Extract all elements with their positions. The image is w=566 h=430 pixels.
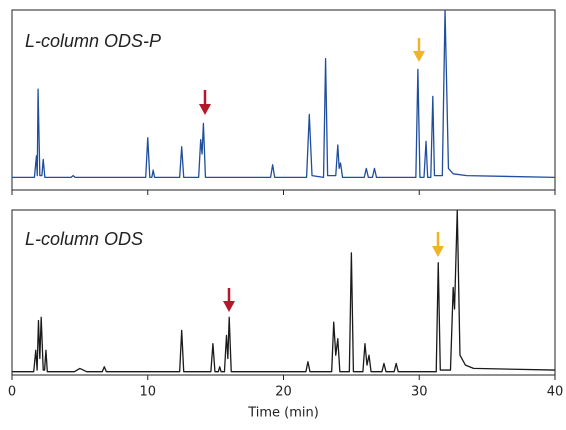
panel-title: L-column ODS xyxy=(25,229,143,249)
x-tick-label: 20 xyxy=(275,385,292,400)
x-tick-label: 10 xyxy=(139,385,156,400)
x-tick-label: 30 xyxy=(411,385,428,400)
arrow xyxy=(223,288,235,312)
x-tick-label: 0 xyxy=(8,385,16,400)
plot-area xyxy=(12,210,555,373)
plot-area xyxy=(12,10,555,179)
arrow xyxy=(199,90,211,115)
x-tick-label: 40 xyxy=(547,385,564,400)
panel-title: L-column ODS-P xyxy=(25,31,161,51)
arrow xyxy=(432,232,444,257)
arrow xyxy=(413,38,425,62)
chromatogram-line xyxy=(12,10,555,179)
chromatogram-line xyxy=(12,210,555,373)
x-axis-label: Time (min) xyxy=(247,406,319,421)
